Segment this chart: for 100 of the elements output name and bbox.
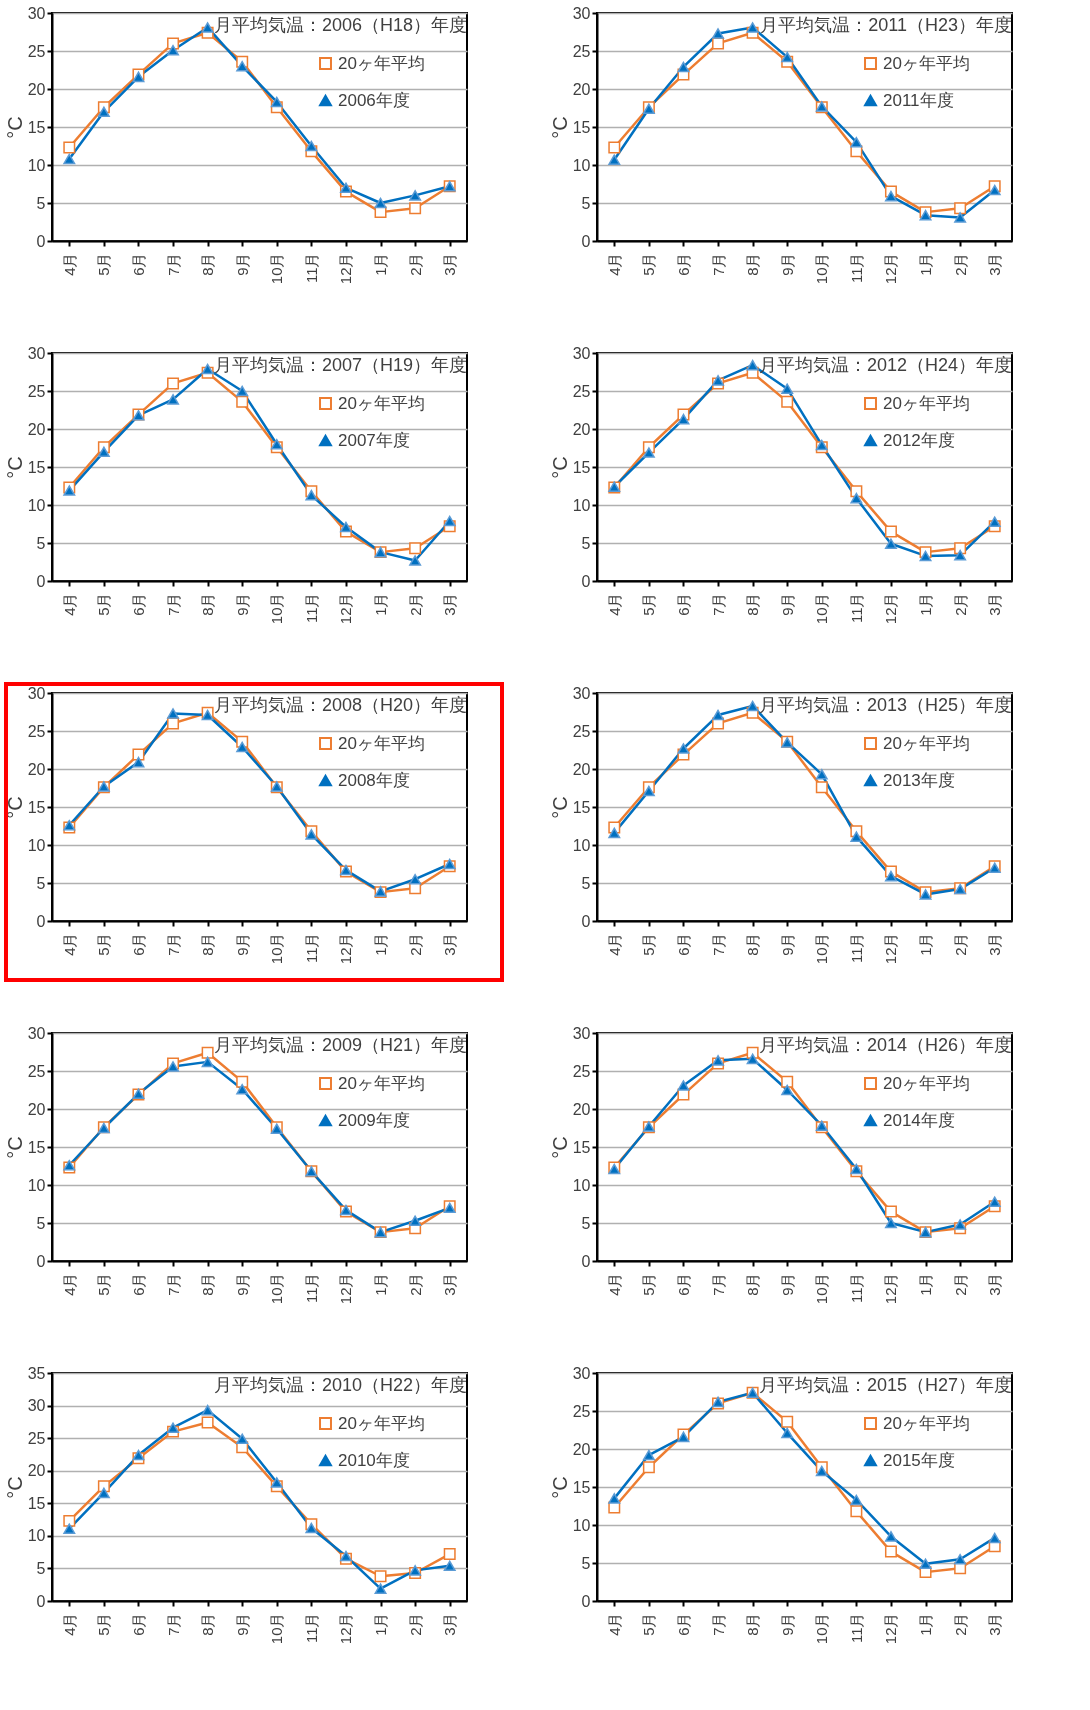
x-tick-label: 8月	[744, 1612, 762, 1636]
x-tick-label: 10月	[813, 1272, 831, 1305]
x-tick-label: 7月	[164, 1612, 182, 1636]
chart-title: 月平均気温：2010（H22）年度	[213, 1375, 467, 1395]
y-tick-label: 20	[27, 1462, 46, 1480]
x-tick-label: 3月	[441, 592, 459, 616]
x-tick-label: 6月	[129, 1612, 147, 1636]
y-tick-label: 20	[27, 420, 46, 438]
y-tick-label: 15	[572, 1478, 591, 1496]
chart-title: 月平均気温：2015（H27）年度	[758, 1375, 1012, 1395]
x-tick-label: 1月	[917, 252, 935, 276]
x-tick-label: 4月	[605, 1612, 623, 1636]
y-tick-label: 15	[27, 458, 46, 476]
legend-label: 2013年度	[883, 770, 955, 790]
y-tick-label: 0	[36, 1252, 46, 1270]
x-tick-label: 5月	[640, 1272, 658, 1296]
x-tick-label: 7月	[709, 592, 727, 616]
y-tick-label: 15	[27, 1138, 46, 1156]
y-tick-label: 25	[27, 382, 46, 400]
y-tick-label: 30	[572, 1024, 591, 1042]
x-tick-label: 6月	[129, 1272, 147, 1296]
y-tick-label: 5	[36, 874, 46, 892]
x-tick-label: 11月	[302, 1272, 320, 1304]
x-tick-label: 10月	[268, 932, 286, 965]
x-tick-label: 3月	[986, 592, 1004, 616]
y-tick-label: 15	[27, 1494, 46, 1512]
y-tick-label: 20	[27, 760, 46, 778]
x-tick-label: 12月	[337, 932, 355, 965]
x-tick-label: 8月	[199, 1612, 217, 1636]
legend-label: 20ヶ年平均	[338, 1073, 425, 1093]
y-axis-title: °C	[548, 796, 571, 819]
y-tick-label: 15	[572, 118, 591, 136]
x-tick-label: 1月	[917, 1272, 935, 1296]
x-tick-label: 12月	[882, 1612, 900, 1645]
x-tick-label: 10月	[268, 1272, 286, 1305]
x-tick-label: 10月	[813, 932, 831, 965]
x-tick-label: 12月	[882, 1272, 900, 1305]
x-tick-label: 4月	[60, 932, 78, 956]
x-tick-label: 4月	[605, 592, 623, 616]
y-tick-label: 20	[572, 1100, 591, 1118]
x-tick-label: 9月	[778, 932, 796, 956]
y-tick-label: 5	[581, 874, 591, 892]
legend-label: 20ヶ年平均	[883, 733, 970, 753]
x-tick-label: 8月	[199, 932, 217, 956]
legend-label: 2011年度	[883, 90, 954, 110]
y-tick-label: 10	[572, 1516, 591, 1534]
legend-label: 20ヶ年平均	[338, 393, 425, 413]
y-tick-label: 10	[572, 156, 591, 174]
x-tick-label: 8月	[199, 1272, 217, 1296]
x-tick-label: 10月	[268, 592, 286, 625]
y-tick-label: 0	[581, 1252, 591, 1270]
y-tick-label: 30	[572, 684, 591, 702]
legend-label: 20ヶ年平均	[883, 53, 970, 73]
x-tick-label: 6月	[674, 1612, 692, 1636]
x-tick-label: 9月	[233, 1272, 251, 1296]
x-tick-label: 9月	[778, 252, 796, 276]
y-tick-label: 25	[572, 1062, 591, 1080]
x-tick-label: 2月	[406, 1272, 424, 1296]
legend-label: 20ヶ年平均	[338, 53, 425, 73]
x-tick-label: 1月	[917, 592, 935, 616]
y-tick-label: 25	[572, 382, 591, 400]
y-tick-label: 30	[27, 684, 46, 702]
x-tick-label: 11月	[302, 1612, 320, 1644]
y-tick-label: 0	[581, 1592, 591, 1610]
chart-title: 月平均気温：2013（H25）年度	[758, 695, 1012, 715]
x-tick-label: 3月	[441, 1612, 459, 1636]
y-axis-title: °C	[3, 456, 26, 479]
x-tick-label: 10月	[813, 592, 831, 625]
x-tick-label: 9月	[233, 1612, 251, 1636]
x-tick-label: 11月	[847, 1612, 865, 1644]
y-tick-label: 20	[27, 80, 46, 98]
x-tick-label: 12月	[337, 1612, 355, 1645]
legend-label: 2009年度	[338, 1110, 410, 1130]
x-tick-label: 6月	[674, 592, 692, 616]
x-tick-label: 5月	[95, 592, 113, 616]
x-tick-label: 7月	[164, 932, 182, 956]
y-axis-title: °C	[3, 1136, 26, 1159]
y-axis-title: °C	[548, 116, 571, 139]
x-tick-label: 1月	[372, 1272, 390, 1296]
legend-label: 2012年度	[883, 430, 955, 450]
x-tick-label: 1月	[372, 592, 390, 616]
x-tick-label: 9月	[233, 932, 251, 956]
y-tick-label: 30	[572, 344, 591, 362]
x-tick-label: 12月	[882, 252, 900, 285]
x-tick-label: 10月	[268, 252, 286, 285]
x-tick-label: 4月	[60, 1612, 78, 1636]
y-tick-label: 0	[36, 1592, 46, 1610]
x-tick-label: 5月	[95, 932, 113, 956]
chart-title: 月平均気温：2011（H23）年度	[760, 15, 1012, 35]
legend-label: 2006年度	[338, 90, 410, 110]
chart-title: 月平均気温：2009（H21）年度	[213, 1035, 467, 1055]
x-tick-label: 5月	[640, 932, 658, 956]
y-tick-label: 20	[27, 1100, 46, 1118]
x-tick-label: 2月	[406, 592, 424, 616]
x-tick-label: 3月	[441, 1272, 459, 1296]
y-tick-label: 10	[27, 1527, 46, 1545]
x-tick-label: 4月	[605, 1272, 623, 1296]
x-tick-label: 4月	[60, 592, 78, 616]
x-tick-label: 9月	[778, 592, 796, 616]
x-tick-label: 4月	[605, 252, 623, 276]
